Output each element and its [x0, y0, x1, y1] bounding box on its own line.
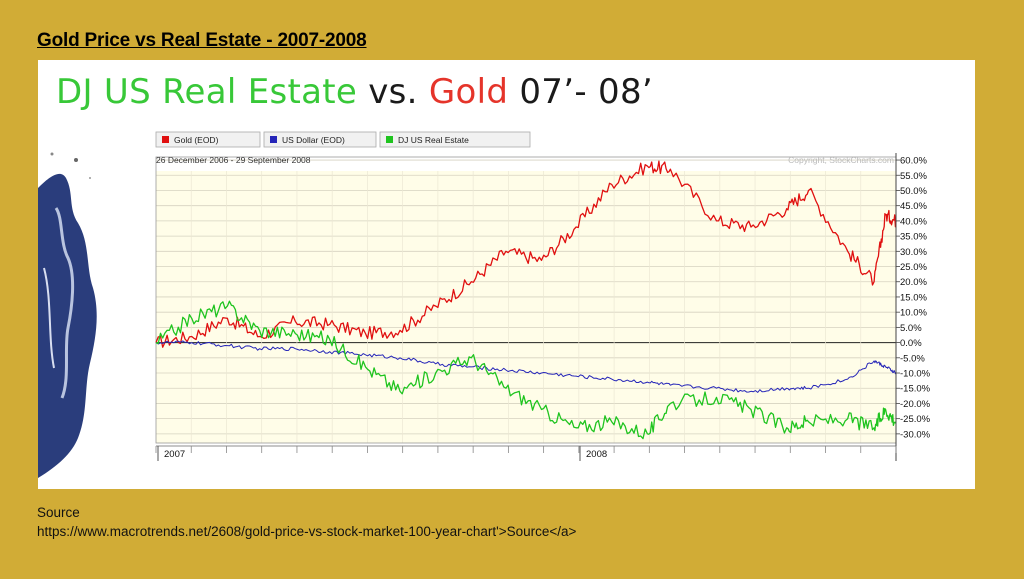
headline-real-estate: DJ US Real Estate: [56, 72, 358, 112]
series-line-usd: [155, 340, 897, 393]
y-tick-label: -20.0%: [900, 399, 931, 410]
y-tick-label: -15.0%: [900, 384, 931, 395]
y-tick-label: 55.0%: [900, 171, 927, 182]
y-tick-label: 35.0%: [900, 232, 927, 243]
headline-gold: Gold: [428, 72, 509, 112]
legend-swatch-usd: [270, 136, 277, 143]
y-tick-label: 60.0%: [900, 156, 927, 167]
y-tick-label: -10.0%: [900, 369, 931, 380]
y-tick-label: 10.0%: [900, 308, 927, 319]
legend-tab: [155, 131, 261, 148]
x-tick-label: 2007: [164, 449, 185, 460]
chart-legend: Gold (EOD) US Dollar (EOD) DJ US Real Esta…: [155, 131, 531, 148]
y-tick-label: 40.0%: [900, 216, 927, 227]
y-tick-label: 15.0%: [900, 292, 927, 303]
y-tick-label: 50.0%: [900, 186, 927, 197]
x-axis: 2007 2008: [155, 445, 897, 461]
legend-label-realestate: DJ US Real Estate: [398, 135, 469, 145]
plot-background: [156, 157, 896, 443]
source-label: Source: [37, 505, 80, 520]
decorative-map-shape: [38, 152, 97, 479]
series-line-realestate: [155, 300, 897, 440]
y-tick-label: 30.0%: [900, 247, 927, 258]
stock-chart: 60.0% 55.0% 50.0% 45.0% 40.0% 35.0% 30.0% 25.0%…: [155, 131, 931, 461]
plot-header-strip: [156, 157, 896, 171]
legend-tab: [379, 131, 531, 148]
y-tick-label: -25.0%: [900, 414, 931, 425]
date-range-label: 26 December 2006 - 29 September 2008: [156, 155, 311, 165]
y-tick-label: 25.0%: [900, 262, 927, 273]
y-tick-label: 20.0%: [900, 277, 927, 288]
image-panel: DJ US Real Estate vs. Gold 07’- 08’ 60.0…: [38, 60, 975, 489]
series-line-gold: [155, 160, 897, 348]
headline-vs: vs.: [357, 72, 429, 112]
legend-label-usd: US Dollar (EOD): [282, 135, 345, 145]
copyright-label: Copyright, StockCharts.com: [788, 155, 894, 165]
headline-years: 07’- 08’: [508, 72, 653, 112]
series-layer: [155, 160, 897, 440]
legend-label-gold: Gold (EOD): [174, 135, 219, 145]
y-tick-label: 0.0%: [900, 338, 922, 349]
legend-swatch-realestate: [386, 136, 393, 143]
x-tick-label: 2008: [586, 449, 607, 460]
plot-area: [156, 157, 896, 443]
legend-tab: [263, 131, 377, 148]
slide-title: Gold Price vs Real Estate - 2007-2008: [37, 30, 367, 51]
y-tick-label: 45.0%: [900, 201, 927, 212]
y-tick-label: -30.0%: [900, 429, 931, 440]
source-link[interactable]: https://www.macrotrends.net/2608/gold-pr…: [37, 524, 577, 539]
chart-headline: DJ US Real Estate vs. Gold 07’- 08’: [56, 70, 653, 114]
y-tick-label: -5.0%: [900, 353, 925, 364]
y-axis: 60.0% 55.0% 50.0% 45.0% 40.0% 35.0% 30.0% 25.0%…: [895, 153, 931, 461]
y-tick-label: 5.0%: [900, 323, 922, 334]
legend-swatch-gold: [162, 136, 169, 143]
